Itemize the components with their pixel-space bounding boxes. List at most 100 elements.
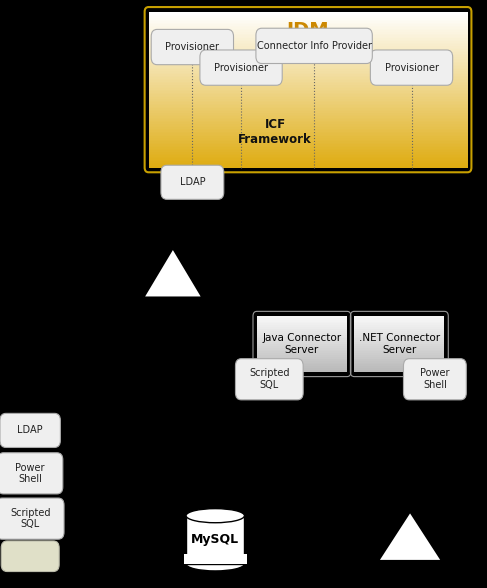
Bar <box>149 71 468 72</box>
Bar <box>354 346 444 348</box>
Text: LDAP: LDAP <box>18 425 43 436</box>
Bar <box>149 141 468 143</box>
Text: Power
Shell: Power Shell <box>420 369 450 390</box>
Bar <box>257 357 347 359</box>
FancyBboxPatch shape <box>370 50 453 85</box>
Bar <box>149 72 468 74</box>
Bar <box>354 320 444 322</box>
Bar <box>257 368 347 370</box>
Bar <box>257 363 347 365</box>
Bar <box>257 316 347 318</box>
Bar <box>149 34 468 35</box>
Bar <box>354 325 444 327</box>
Bar <box>149 27 468 29</box>
Bar <box>149 122 468 124</box>
Bar <box>354 318 444 320</box>
Bar <box>354 349 444 352</box>
Bar <box>149 40 468 41</box>
Bar <box>149 12 468 14</box>
Bar <box>149 21 468 23</box>
Bar <box>149 19 468 21</box>
Bar <box>149 88 468 90</box>
Bar <box>149 83 468 85</box>
Bar <box>354 370 444 372</box>
Bar <box>257 333 347 335</box>
Bar <box>149 149 468 151</box>
Bar <box>257 355 347 357</box>
Bar <box>149 102 468 103</box>
Bar <box>149 132 468 133</box>
Bar <box>354 344 444 346</box>
Bar <box>149 24 468 26</box>
Bar <box>149 139 468 141</box>
FancyBboxPatch shape <box>200 50 282 85</box>
Bar <box>354 340 444 342</box>
Bar <box>354 328 444 329</box>
Bar <box>149 110 468 112</box>
Bar <box>149 38 468 40</box>
Text: Provisioner: Provisioner <box>214 62 268 73</box>
Bar <box>186 516 244 564</box>
Text: Active
Directory: Active Directory <box>381 486 439 507</box>
Bar <box>354 333 444 335</box>
Bar <box>149 96 468 98</box>
Bar <box>354 365 444 366</box>
Bar <box>149 130 468 132</box>
Bar <box>257 346 347 348</box>
Bar <box>149 99 468 101</box>
Bar <box>257 323 347 325</box>
Bar <box>149 101 468 102</box>
Text: ICF
Framework: ICF Framework <box>238 118 312 146</box>
Text: LDAP: LDAP <box>180 177 205 188</box>
Bar <box>354 357 444 359</box>
Bar <box>257 366 347 368</box>
Bar <box>149 151 468 152</box>
Text: .NET Connector
Server: .NET Connector Server <box>359 333 440 355</box>
Bar <box>354 361 444 363</box>
Bar <box>149 26 468 27</box>
Bar <box>149 79 468 81</box>
Bar <box>257 320 347 322</box>
Text: Provisioner: Provisioner <box>166 42 219 52</box>
Bar <box>149 46 468 48</box>
Bar <box>257 322 347 323</box>
Bar <box>149 144 468 146</box>
Bar <box>354 335 444 336</box>
Bar <box>257 353 347 355</box>
Bar <box>354 339 444 340</box>
Bar <box>149 81 468 82</box>
Bar <box>149 93 468 94</box>
Bar <box>149 121 468 122</box>
Bar <box>149 155 468 156</box>
Bar <box>149 57 468 59</box>
Bar <box>354 368 444 370</box>
Bar <box>149 76 468 77</box>
FancyBboxPatch shape <box>0 498 64 539</box>
Bar <box>149 60 468 62</box>
Bar <box>149 118 468 119</box>
Bar <box>149 107 468 108</box>
Bar <box>149 148 468 149</box>
Bar <box>149 124 468 125</box>
Text: IDM: IDM <box>286 21 329 39</box>
Bar <box>149 127 468 129</box>
Text: Power
Shell: Power Shell <box>16 463 45 484</box>
Bar <box>257 318 347 320</box>
Bar <box>149 18 468 19</box>
Bar <box>149 133 468 135</box>
Bar <box>149 45 468 46</box>
Ellipse shape <box>186 557 244 571</box>
Text: MySQL: MySQL <box>191 533 239 546</box>
Bar <box>354 322 444 323</box>
Bar <box>257 348 347 349</box>
Bar <box>149 91 468 93</box>
Bar <box>149 51 468 52</box>
Bar <box>149 103 468 105</box>
Bar <box>149 85 468 86</box>
FancyBboxPatch shape <box>404 359 467 400</box>
Bar <box>354 359 444 360</box>
Bar <box>149 29 468 31</box>
Bar <box>149 55 468 57</box>
Bar <box>149 163 468 165</box>
Bar <box>257 361 347 363</box>
